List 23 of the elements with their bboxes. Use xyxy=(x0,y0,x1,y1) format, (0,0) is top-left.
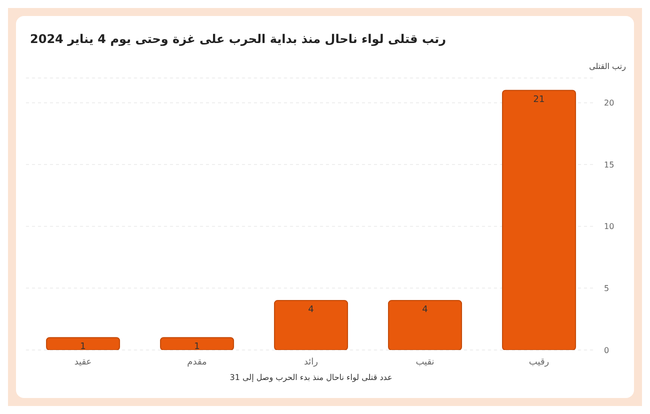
data-label: 1 xyxy=(80,342,86,352)
y-tick-label: 5 xyxy=(604,284,610,294)
x-tick-label: نقيب xyxy=(416,357,434,368)
y-tick-label: 0 xyxy=(604,346,610,355)
data-label: 4 xyxy=(422,304,428,315)
y-axis-title: رتب القتلى xyxy=(589,62,626,71)
bar xyxy=(274,300,348,350)
bar xyxy=(46,337,120,350)
bar xyxy=(160,337,234,350)
x-tick-label: عقيد xyxy=(74,357,92,368)
chart-title: رتب قتلى لواء ناحال منذ بداية الحرب على غزة وحتى يوم 4 يناير 2024 xyxy=(30,32,446,46)
bar xyxy=(388,300,462,350)
y-tick-label: 10 xyxy=(604,222,614,232)
data-label: 4 xyxy=(308,304,314,315)
data-label: 1 xyxy=(194,342,200,352)
x-tick-label: رائد xyxy=(304,357,318,368)
bar xyxy=(502,90,576,350)
x-axis-title: عدد قتلى لواء ناحال منذ بدء الحرب وصل إلى 31 xyxy=(230,373,392,382)
x-tick-label: مقدم xyxy=(187,357,208,368)
y-tick-label: 20 xyxy=(604,98,614,108)
x-tick-label: رقيب xyxy=(528,357,550,368)
y-tick-label: 15 xyxy=(604,160,614,170)
data-label: 21 xyxy=(533,94,545,105)
